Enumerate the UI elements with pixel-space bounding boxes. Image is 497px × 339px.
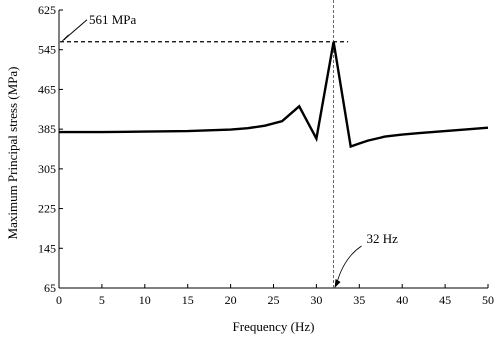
y-tick-label: 225	[38, 202, 56, 216]
x-tick-label: 15	[182, 293, 194, 307]
x-tick-label: 25	[268, 293, 280, 307]
x-tick-label: 30	[310, 293, 322, 307]
peak-arrowhead	[61, 33, 69, 42]
x-tick-label: 20	[225, 293, 237, 307]
x-axis-ticks: 0 5 10 15 20 25 30 35 40 45 50	[56, 284, 494, 307]
y-tick-label: 305	[38, 162, 56, 176]
x-tick-label: 50	[482, 293, 494, 307]
y-tick-label: 465	[38, 82, 56, 96]
x-tick-label: 10	[139, 293, 151, 307]
y-axis-ticks: 65 145 225 305 385 465 545 625	[38, 3, 63, 295]
y-tick-label: 545	[38, 43, 56, 57]
x-axis-title: Frequency (Hz)	[233, 319, 315, 334]
y-tick-label: 625	[38, 3, 56, 17]
frequency-annotation-label: 32 Hz	[367, 231, 399, 246]
peak-annotation-label: 561 MPa	[89, 12, 137, 27]
y-axis-title: Maximum Principal stress (MPa)	[5, 67, 20, 240]
frequency-arrowhead	[334, 279, 341, 288]
peak-label-arrow	[64, 19, 88, 40]
x-tick-label: 40	[396, 293, 408, 307]
y-tick-label: 145	[38, 241, 56, 255]
x-tick-label: 35	[353, 293, 365, 307]
y-tick-label: 65	[44, 281, 56, 295]
series-line	[59, 41, 489, 149]
x-tick-label: 45	[439, 293, 451, 307]
y-tick-label: 385	[38, 122, 56, 136]
x-tick-label: 0	[56, 293, 62, 307]
x-tick-label: 5	[99, 293, 105, 307]
frequency-label-arrow	[336, 245, 362, 285]
